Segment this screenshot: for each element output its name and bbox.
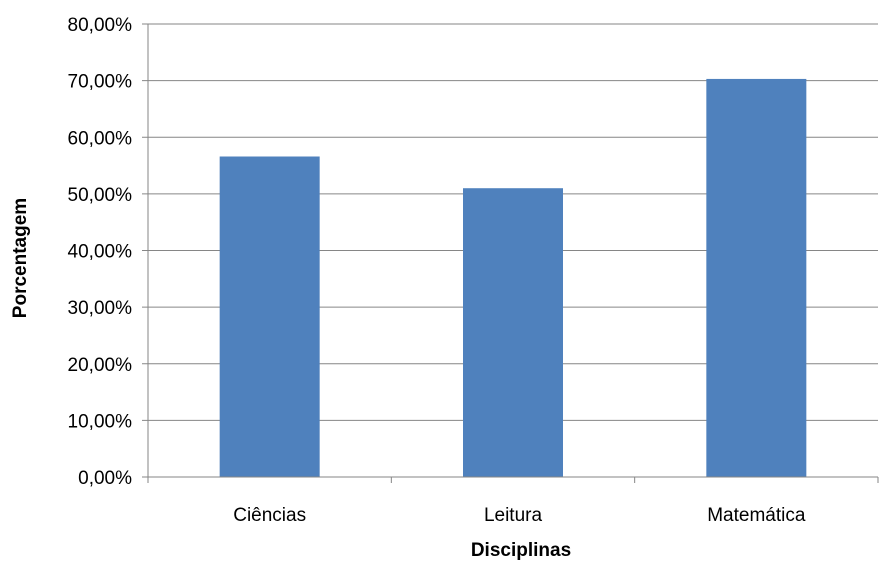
y-tick-label: 40,00%	[68, 242, 133, 263]
bar-matemática	[706, 78, 807, 478]
y-tick-label: 10,00%	[68, 411, 133, 432]
bar-ciências	[219, 156, 320, 477]
y-tick-label: 70,00%	[68, 72, 133, 93]
y-tick-label: 60,00%	[68, 128, 133, 149]
y-tick-label: 0,00%	[78, 468, 132, 489]
y-tick-label: 20,00%	[68, 355, 133, 376]
x-tick-label: Matemática	[707, 505, 806, 526]
x-tick-label: Ciências	[233, 505, 306, 526]
bars	[219, 78, 807, 478]
y-axis-title: Porcentagem	[10, 198, 31, 318]
x-tick-labels: Ciências Leitura Matemática	[147, 477, 879, 526]
y-tick-labels: 0,00% 10,00% 20,00% 30,00% 40,00% 50,00% 60,00…	[68, 15, 148, 489]
y-tick-label: 80,00%	[68, 15, 133, 36]
y-tick-label: 50,00%	[68, 185, 133, 206]
x-tick-label: Leitura	[484, 505, 543, 526]
bar-leitura	[463, 188, 563, 477]
x-axis-title: Disciplinas	[471, 540, 571, 561]
y-tick-label: 30,00%	[68, 298, 133, 319]
